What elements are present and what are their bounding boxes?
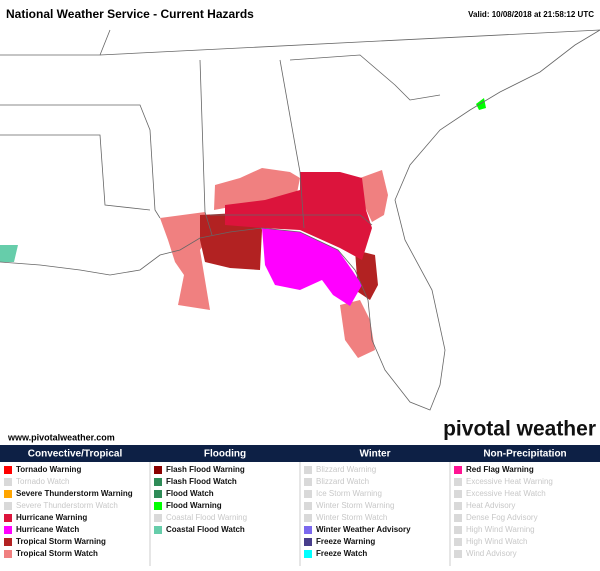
legend-swatch: [304, 526, 312, 534]
legend-label: Excessive Heat Warning: [466, 477, 553, 486]
flood-warning-area: [476, 98, 486, 110]
valid-time: Valid: 10/08/2018 at 21:58:12 UTC: [468, 10, 594, 19]
state-line: [0, 134, 151, 211]
legend-swatch: [4, 478, 12, 486]
legend-label: Severe Thunderstorm Watch: [16, 501, 118, 510]
legend-label: Tropical Storm Warning: [16, 537, 106, 546]
legend-swatch: [304, 538, 312, 546]
legend-swatch: [304, 502, 312, 510]
legend-label: Severe Thunderstorm Warning: [16, 489, 133, 498]
legend-swatch: [454, 526, 462, 534]
coastline: [0, 29, 600, 411]
legend-swatch: [454, 478, 462, 486]
legend-swatch: [304, 478, 312, 486]
legend-label: Excessive Heat Watch: [466, 489, 546, 498]
legend-column-title: Winter: [359, 449, 390, 460]
legend-swatch: [4, 466, 12, 474]
tropical-storm-watch-area: [340, 300, 375, 358]
state-line: [279, 59, 305, 229]
legend-column-title: Flooding: [204, 449, 246, 460]
legend-label: Winter Storm Watch: [316, 513, 387, 522]
legend-swatch: [4, 490, 12, 498]
legend-label: Hurricane Watch: [16, 525, 79, 534]
legend-label: Coastal Flood Watch: [166, 525, 245, 534]
legend-swatch: [4, 538, 12, 546]
legend-swatch: [4, 550, 12, 558]
legend-label: Winter Weather Advisory: [316, 525, 411, 534]
state-line: [289, 54, 441, 101]
legend-label: Flood Watch: [166, 489, 214, 498]
legend-label: Coastal Flood Warning: [166, 513, 247, 522]
tropical-storm-watch-area: [360, 170, 388, 222]
state-line: [0, 104, 161, 219]
hurricane-watch-area: [262, 228, 362, 306]
legend-label: High Wind Watch: [466, 537, 528, 546]
legend-label: Blizzard Watch: [316, 477, 369, 486]
legend-label: Freeze Warning: [316, 537, 375, 546]
legend-swatch: [304, 514, 312, 522]
legend-label: Blizzard Warning: [316, 465, 376, 474]
legend: Convective/Tropical Tornado Warning Tornad…: [4, 449, 567, 566]
legend-label: Hurricane Warning: [16, 513, 87, 522]
legend-label: Flash Flood Watch: [166, 477, 237, 486]
map-title: National Weather Service - Current Hazar…: [6, 7, 254, 21]
legend-swatch: [454, 466, 462, 474]
legend-label: Red Flag Warning: [466, 465, 534, 474]
state-line: [199, 59, 213, 236]
legend-column-title: Convective/Tropical: [28, 449, 123, 460]
coastal-flood-watch-area: [0, 245, 18, 262]
legend-swatch: [154, 514, 162, 522]
tropical-storm-warning-area: [355, 250, 378, 300]
legend-label: Ice Storm Warning: [316, 489, 382, 498]
legend-swatch: [304, 550, 312, 558]
legend-swatch: [154, 502, 162, 510]
legend-swatch: [154, 478, 162, 486]
state-line: [210, 214, 373, 226]
legend-swatch: [454, 502, 462, 510]
legend-label: Dense Fog Advisory: [466, 513, 538, 522]
legend-swatch: [454, 538, 462, 546]
tropical-storm-watch-area: [160, 212, 210, 310]
legend-swatch: [154, 490, 162, 498]
brand: pivotal weather: [443, 418, 596, 441]
legend-label: Heat Advisory: [466, 501, 515, 510]
legend-swatch: [4, 526, 12, 534]
legend-label: Tornado Watch: [16, 477, 70, 486]
legend-swatch: [154, 526, 162, 534]
legend-label: Wind Advisory: [466, 549, 517, 558]
state-line: [0, 29, 111, 56]
legend-swatch: [454, 550, 462, 558]
legend-swatch: [304, 466, 312, 474]
website: www.pivotalweather.com: [7, 432, 115, 442]
legend-swatch: [4, 502, 12, 510]
legend-label: Tornado Warning: [16, 465, 81, 474]
legend-column-title: Non-Precipitation: [483, 449, 566, 460]
legend-label: High Wind Warning: [466, 525, 535, 534]
state-line: [99, 29, 600, 56]
legend-label: Tropical Storm Watch: [16, 549, 98, 558]
boundaries: [0, 29, 600, 411]
legend-swatch: [454, 514, 462, 522]
legend-swatch: [304, 490, 312, 498]
legend-label: Flood Warning: [166, 501, 222, 510]
legend-swatch: [154, 466, 162, 474]
legend-label: Winter Storm Warning: [316, 501, 394, 510]
legend-swatch: [4, 514, 12, 522]
legend-swatch: [454, 490, 462, 498]
legend-label: Flash Flood Warning: [166, 465, 245, 474]
hurricane-warning-area: [225, 172, 372, 260]
legend-header-bar: [0, 445, 600, 462]
legend-label: Freeze Watch: [316, 549, 367, 558]
